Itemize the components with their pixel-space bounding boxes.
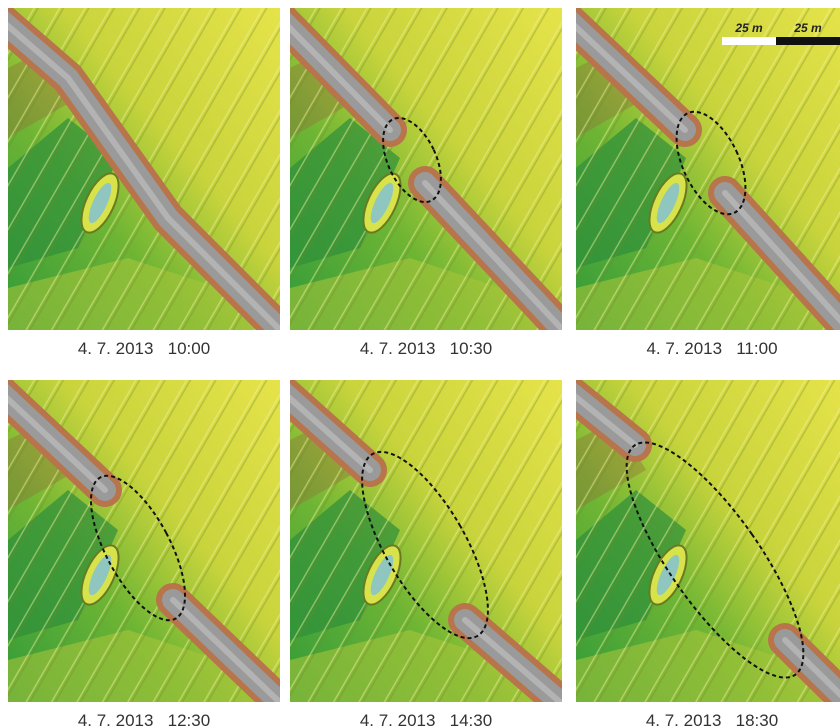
map-panel: [275, 380, 575, 715]
map-panel: [0, 8, 293, 343]
map-panel: [561, 380, 840, 715]
map-panel: [275, 8, 575, 343]
panel-caption: 4. 7. 2013 11:00: [646, 339, 777, 358]
scale-bar-white: [722, 37, 776, 45]
panel-caption: 4. 7. 2013 12:30: [78, 711, 210, 727]
map-panel: [0, 380, 293, 715]
panel-caption: 4. 7. 2013 10:30: [360, 339, 492, 358]
panel-caption: 4. 7. 2013 18:30: [646, 711, 778, 727]
figure: 4. 7. 2013 10:00 4. 7. 2013 10:30 4. 7. 20…: [0, 0, 840, 727]
panel-caption: 4. 7. 2013 14:30: [360, 711, 492, 727]
scale-label: 25 m: [793, 21, 822, 35]
scale-label: 25 m: [734, 21, 763, 35]
scale-bar-black: [776, 37, 840, 45]
map-panel: [561, 8, 840, 343]
panel-caption: 4. 7. 2013 10:00: [78, 339, 210, 358]
